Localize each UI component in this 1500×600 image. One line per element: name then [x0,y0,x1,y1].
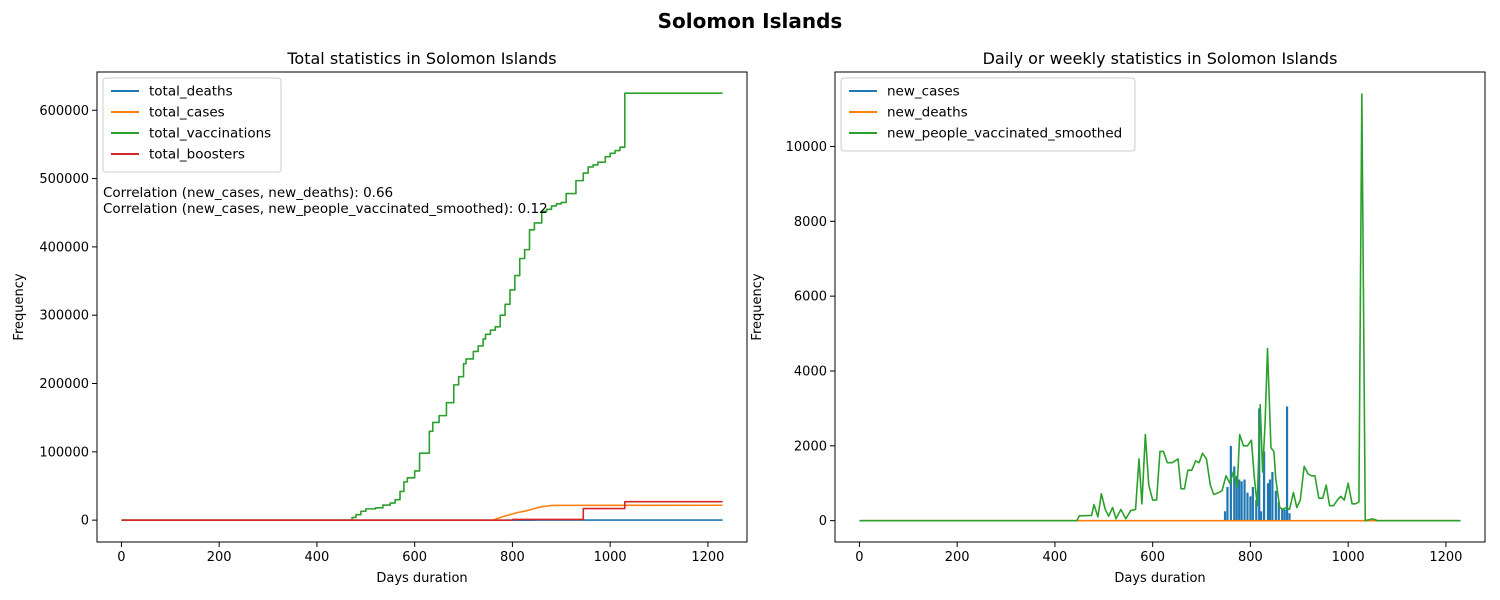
x-tick-label: 1000 [1332,550,1365,565]
y-tick-label: 0 [81,514,89,529]
x-tick-label: 200 [945,550,970,565]
x-tick-label: 1200 [1429,550,1462,565]
x-tick-label: 1000 [594,550,627,565]
y-tick-label: 300000 [39,309,89,324]
plot-area [121,92,723,521]
x-tick-label: 800 [500,550,525,565]
correlation-annotation: Correlation (new_cases, new_deaths): 0.6… [103,185,393,201]
legend-label: new_deaths [887,105,968,121]
legend-entry-new-deaths: new_deaths [849,105,968,121]
total-statistics-panel: 0 200 400 600 800 1000 1200 0 100000 200000 300000… [12,49,748,586]
y-axis-label: Frequency [12,273,27,340]
legend: new_cases new_deaths new_people_vaccinated… [840,77,1136,152]
x-tick-label: 0 [855,550,863,565]
series-total-cases-line [121,504,723,521]
x-tick-label: 400 [305,550,330,565]
legend: total_deaths total_cases total_vaccination… [102,77,282,173]
x-axis-label: Days duration [376,571,467,586]
x-tick-label: 200 [207,550,232,565]
y-tick-label: 10000 [786,140,827,155]
legend-frame [102,77,282,173]
y-tick-label: 200000 [39,377,89,392]
figure-title: Solomon Islands [658,9,843,33]
x-tick-label: 800 [1238,550,1263,565]
legend-label: total_deaths [149,84,233,100]
legend-entry-new-cases: new_cases [849,84,960,100]
series-new-people-vaccinated-smoothed-line [859,93,1461,522]
x-tick-label: 600 [1140,550,1165,565]
x-tick-label: 600 [402,550,427,565]
y-tick-label: 8000 [794,215,827,230]
panel-title: Total statistics in Solomon Islands [286,49,556,68]
x-axis-label: Days duration [1114,571,1205,586]
legend-label: total_vaccinations [149,126,271,142]
y-tick-label: 100000 [39,445,89,460]
daily-weekly-statistics-panel: 0 200 400 600 800 1000 1200 0 2000 4000 6000 8000 10… [750,49,1486,586]
y-tick-label: 2000 [794,439,827,454]
series-total-boosters-line [121,500,723,521]
y-tick-label: 500000 [39,172,89,187]
legend-label: new_people_vaccinated_smoothed [887,126,1122,142]
legend-frame [840,77,1136,152]
legend-entry-total-cases: total_cases [111,105,225,121]
legend-entry-total-boosters: total_boosters [111,147,245,163]
legend-entry-total-vaccinations: total_vaccinations [111,126,271,142]
y-axis-label: Frequency [750,273,765,340]
series-total-vaccinations-line [121,92,723,521]
x-tick-label: 1200 [691,550,724,565]
legend-label: new_cases [887,84,960,100]
legend-entry-new-people-vaccinated-smoothed: new_people_vaccinated_smoothed [849,126,1122,142]
x-tick-label: 400 [1043,550,1068,565]
y-tick-label: 400000 [39,240,89,255]
x-tick-label: 0 [117,550,125,565]
y-tick-label: 600000 [39,104,89,119]
y-tick-label: 0 [819,514,827,529]
legend-label: total_boosters [149,147,245,163]
panel-title: Daily or weekly statistics in Solomon Is… [983,49,1338,68]
y-tick-label: 4000 [794,364,827,379]
legend-label: total_cases [149,105,225,121]
correlation-annotation: Correlation (new_cases, new_people_vacci… [103,201,548,217]
y-tick-label: 6000 [794,290,827,305]
legend-entry-total-deaths: total_deaths [111,84,233,100]
axes-frame [834,71,1486,543]
axes-frame [96,71,748,543]
plot-area [859,93,1461,522]
